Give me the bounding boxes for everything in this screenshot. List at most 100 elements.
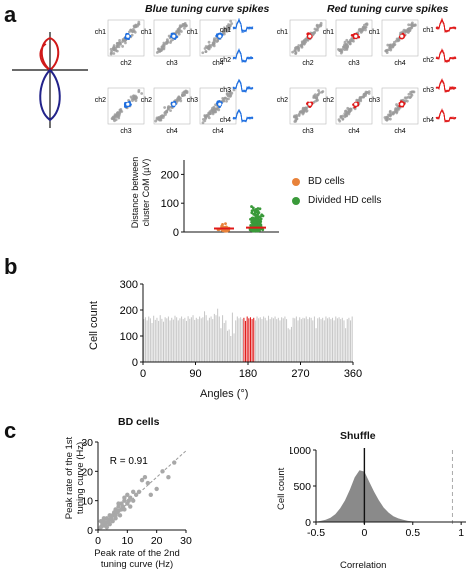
legend-label-hd: Divided HD cells (308, 195, 382, 206)
red-scatter-gray-point (346, 106, 350, 110)
blue-scatter-gray-point (113, 119, 116, 123)
blue-scatter-gray-point (184, 90, 188, 94)
hist-bar (212, 319, 214, 362)
red-scatter-gray-point (393, 43, 397, 46)
hist-bar (240, 317, 242, 362)
hist-bar (315, 328, 317, 362)
bd-cells-title: BD cells (118, 416, 160, 428)
red-scatter-gray-point (341, 45, 345, 49)
blue-scatter-gray-point (184, 23, 188, 27)
bd-scatter-point (101, 516, 107, 521)
blue-scatter-gray-point (124, 41, 127, 45)
red-scatter-gray-point (351, 39, 354, 43)
hist-bar (351, 316, 353, 362)
hist-bar (205, 315, 207, 362)
hist-bar (328, 317, 330, 362)
dist-ytick-label: 0 (173, 227, 179, 239)
hist-bar (281, 317, 283, 362)
red-scatter-gray-point (364, 28, 367, 32)
hist-bar (333, 320, 335, 362)
blue-scatter-gray-point (215, 107, 219, 111)
hist-bar (217, 308, 219, 362)
blue-waveform-label: ch2 (220, 57, 231, 64)
blue-scatter-gray-point (156, 47, 160, 51)
dist-point-hd (255, 214, 259, 218)
blue-scatter-gray-point (205, 113, 209, 117)
red-scatter-gray-point (389, 48, 393, 52)
hist-bar (312, 320, 314, 362)
distance-chart: 0 100 200 (161, 160, 279, 239)
hist-bar (235, 320, 237, 362)
red-scatter-gray-point (339, 116, 343, 119)
dist-ylabel-line1: Distance between (130, 156, 140, 229)
red-scatter-gray-point (294, 52, 298, 56)
hist-bar-highlight (248, 318, 250, 362)
red-scatter-gray-point (304, 106, 308, 110)
hist-xtick-label: 0 (140, 368, 146, 380)
blue-scatter-center (218, 102, 222, 106)
blue-scatter-gray-point (182, 26, 186, 30)
blue-waveform-label: ch3 (220, 87, 231, 94)
red-scatter-gray-point (390, 112, 394, 116)
hist-bar (331, 317, 334, 362)
shuffle-xtick-label: 0 (361, 527, 367, 539)
blue-scatter-gray-point (208, 43, 212, 47)
blue-scatter-gray-point (226, 94, 230, 98)
red-scatter-gray-point (395, 103, 398, 106)
blue-scatter-gray-point (214, 103, 217, 107)
hist-bar (290, 326, 292, 362)
blue-scatter-gray-point (114, 49, 118, 52)
red-waveform-label: ch4 (423, 117, 434, 124)
red-scatter-xlabel: ch4 (394, 60, 405, 67)
red-scatter-gray-point (346, 45, 350, 49)
bd-scatter-point (110, 519, 115, 524)
hist-bar (322, 317, 324, 362)
hist-bar (338, 317, 340, 362)
hist-bar (162, 321, 165, 362)
red-scatter-gray-point (411, 90, 415, 94)
hist-ytick-label: 0 (132, 357, 138, 369)
dist-point-hd (257, 224, 261, 228)
bd-ytick-label: 30 (81, 437, 93, 449)
blue-scatter-gray-point (122, 38, 126, 42)
red-waveform-label: ch2 (423, 57, 434, 64)
cluster-scatter-grid: ch1ch2ch1ch3ch1ch4ch2ch3ch2ch4ch3ch4ch1c… (95, 17, 457, 135)
red-scatter-gray-point (297, 44, 301, 47)
shuffle-xtick-label: -0.5 (307, 527, 325, 539)
red-waveform-label: ch1 (423, 27, 434, 34)
hist-bar (309, 317, 311, 362)
blue-scatter-xlabel: ch3 (120, 128, 131, 135)
hist-bar (176, 317, 178, 362)
bd-scatter-point (160, 469, 165, 474)
blue-scatter-gray-point (204, 116, 207, 119)
hist-bar (202, 317, 204, 362)
blue-scatter-gray-point (177, 27, 181, 31)
red-scatter-gray-point (361, 28, 364, 32)
red-scatter-gray-point (313, 93, 317, 96)
blue-scatter-gray-point (201, 117, 205, 121)
blue-scatter-gray-point (114, 47, 118, 50)
hist-bar (169, 320, 171, 362)
blue-scatter-gray-point (182, 90, 186, 94)
dist-point-hd (250, 211, 254, 215)
red-scatter-gray-point (385, 116, 389, 120)
hist-bar (218, 316, 220, 362)
blue-scatter-gray-point (134, 24, 138, 27)
red-scatter-center (354, 102, 358, 106)
hist-bar (153, 315, 155, 362)
hist-bar (146, 320, 148, 362)
blue-scatter-gray-point (109, 52, 113, 56)
red-scatter-gray-point (295, 117, 299, 121)
red-scatter-gray-point (302, 41, 306, 45)
red-scatter-center (308, 34, 312, 38)
blue-scatter-gray-point (116, 41, 119, 45)
red-scatter-gray-point (313, 95, 317, 99)
blue-scatter-gray-point (203, 47, 207, 50)
hist-bar-highlight (251, 319, 253, 362)
red-scatter-gray-point (305, 109, 309, 113)
red-scatter-center (308, 102, 312, 106)
hist-bar (184, 317, 186, 362)
hist-bar-highlight (246, 316, 248, 362)
red-scatter-gray-point (316, 28, 319, 32)
blue-scatter-gray-point (134, 96, 138, 100)
